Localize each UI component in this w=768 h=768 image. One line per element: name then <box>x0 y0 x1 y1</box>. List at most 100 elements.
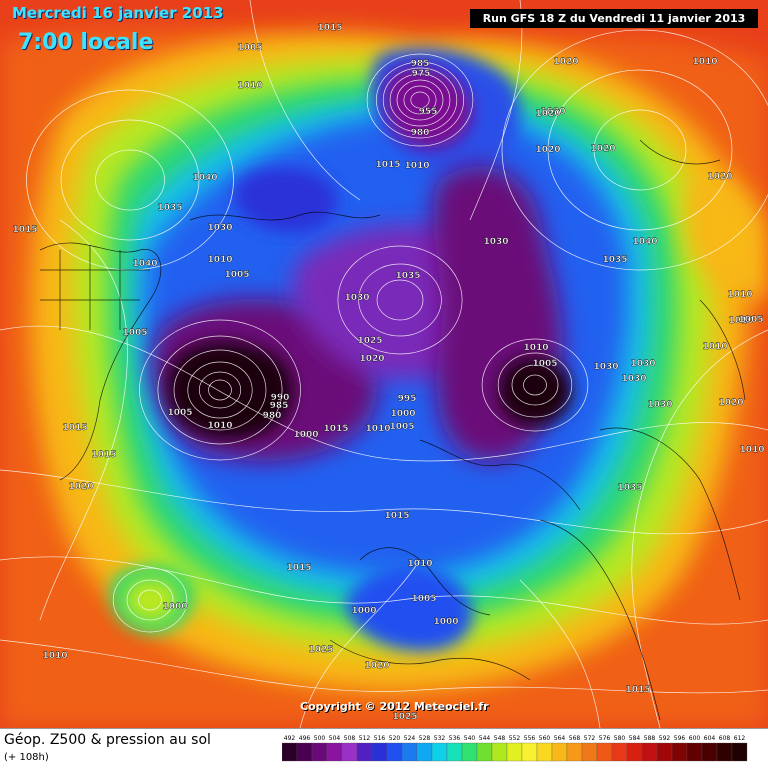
isobar-low-west <box>139 319 301 461</box>
pressure-label: 1015 <box>12 225 37 235</box>
pressure-label: 1030 <box>593 362 618 372</box>
pressure-label: 1020 <box>68 482 93 492</box>
scale-tick-label: 600 <box>689 735 701 742</box>
pressure-label: 1015 <box>375 160 400 170</box>
isobar-curve <box>0 325 768 462</box>
forecast-time: 7:00 locale <box>18 30 154 55</box>
pressure-label: 1040 <box>632 237 657 247</box>
scale-swatch <box>716 742 733 762</box>
scale-tick-label: 560 <box>539 735 551 742</box>
pressure-label: 1010 <box>207 255 232 265</box>
isobar-high-center <box>337 245 463 355</box>
isobar-high-nw <box>95 149 165 211</box>
scale-swatch <box>446 742 463 762</box>
pressure-label: 1040 <box>192 173 217 183</box>
scale-swatch <box>701 742 718 762</box>
coastline <box>539 519 661 721</box>
pressure-label: 1030 <box>344 293 369 303</box>
pressure-label: 1010 <box>404 161 429 171</box>
pressure-label: 1015 <box>286 563 311 573</box>
scale-tick-label: 528 <box>419 735 431 742</box>
scale-tick-label: 596 <box>674 735 686 742</box>
pressure-label: 1000 <box>433 617 458 627</box>
scale-tick-label: 580 <box>614 735 626 742</box>
coastline <box>39 242 162 481</box>
isobar-low-north <box>389 73 451 127</box>
scale-tick-label: 512 <box>359 735 371 742</box>
coastline <box>359 547 491 616</box>
isobar-curve <box>469 0 523 221</box>
scale-swatch <box>641 742 658 762</box>
scale-tick-label: 508 <box>344 735 356 742</box>
isobar-curve <box>519 579 601 728</box>
pressure-label: 1010 <box>523 343 548 353</box>
band-blue-south <box>345 565 473 651</box>
isobar-low-north <box>382 67 458 133</box>
scale-tick-label: 552 <box>509 735 521 742</box>
pressure-label: 1005 <box>389 422 414 432</box>
scale-tick-label: 540 <box>464 735 476 742</box>
scale-tick-label: 556 <box>524 735 536 742</box>
scale-swatch <box>461 742 478 762</box>
scale-swatch <box>371 742 388 762</box>
scale-tick-label: 604 <box>704 735 716 742</box>
scale-swatch <box>506 742 523 762</box>
scale-swatch <box>566 742 583 762</box>
isobar-low-west <box>187 361 253 419</box>
legend-subtitle: (+ 108h) <box>4 752 49 763</box>
geopotential-pressure-map: 1005 1015 1010 1040 1035 1015 1030 1010 1005 1040… <box>0 0 768 728</box>
isobar-low-sw <box>112 567 188 633</box>
scale-tick-label: 496 <box>299 735 311 742</box>
isobar-curve <box>0 556 768 625</box>
isobar-curve <box>0 469 768 535</box>
scale-swatch <box>326 742 343 762</box>
isobar-high-ne <box>547 69 733 231</box>
pressure-label: 1030 <box>207 223 232 233</box>
pressure-label: 1015 <box>91 450 116 460</box>
pressure-label: 1000 <box>162 602 187 612</box>
isobar-curve <box>249 0 361 201</box>
band-black-east <box>499 358 572 426</box>
scale-swatch <box>581 742 598 762</box>
scale-swatch <box>356 742 373 762</box>
pressure-label: 1005 <box>237 43 262 53</box>
pressure-label: 985 <box>411 59 430 69</box>
scale-swatch <box>282 742 298 762</box>
pressure-label: 1035 <box>157 203 182 213</box>
isobar-curve <box>39 219 128 621</box>
isobar-high-center <box>376 279 424 321</box>
isobar-low-west <box>198 371 242 409</box>
scale-swatch <box>626 742 643 762</box>
scale-swatch <box>671 742 688 762</box>
pressure-label: 1015 <box>384 511 409 521</box>
pressure-label: 985 <box>270 401 289 411</box>
scale-tick-label: 564 <box>554 735 566 742</box>
scale-swatch <box>401 742 418 762</box>
scale-tick-label: 520 <box>389 735 401 742</box>
scale-tick-label: 548 <box>494 735 506 742</box>
isobar-lines <box>0 0 768 728</box>
scale-tick-label: 532 <box>434 735 446 742</box>
legend-title: Géop. Z500 & pression au sol <box>4 732 211 748</box>
coastline <box>40 245 150 330</box>
scale-tick-label: 572 <box>584 735 596 742</box>
pressure-label: 1010 <box>237 81 262 91</box>
scale-tick-label: 524 <box>404 735 416 742</box>
pressure-label: 1035 <box>602 255 627 265</box>
pressure-label: 1015 <box>317 23 342 33</box>
scale-tick-label: 568 <box>569 735 581 742</box>
isobar-low-east <box>497 352 573 418</box>
pressure-label: 980 <box>411 128 430 138</box>
pressure-label: 1005 <box>167 408 192 418</box>
isobar-high-nw <box>60 119 200 241</box>
pressure-label: 1005 <box>224 270 249 280</box>
scale-swatch <box>731 742 748 762</box>
coastline <box>639 139 721 165</box>
model-run-label: Run GFS 18 Z du Vendredi 11 janvier 2013 <box>470 9 758 28</box>
pressure-label: 1010 <box>207 421 232 431</box>
coastlines <box>39 139 746 721</box>
pressure-label: 1020 <box>553 57 578 67</box>
isobar-high-center <box>358 263 442 337</box>
scale-swatch <box>491 742 508 762</box>
pressure-label: 980 <box>263 411 282 421</box>
